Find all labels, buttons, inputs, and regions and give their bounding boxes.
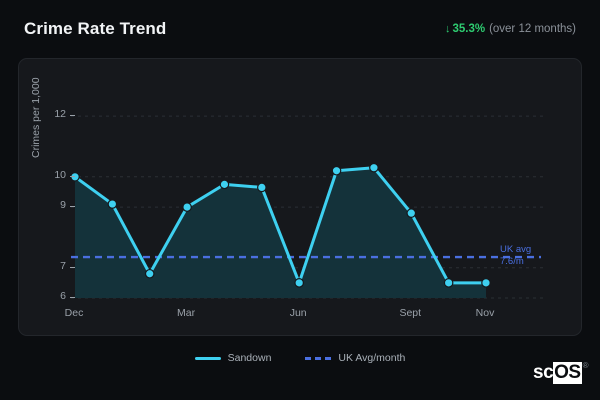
data-point[interactable]	[182, 202, 192, 212]
y-tick-mark	[70, 297, 75, 298]
uk-average-annotation: UK avg 7.6/m	[500, 244, 531, 267]
data-point[interactable]	[331, 165, 342, 176]
uk-average-label: UK avg	[500, 244, 532, 256]
delta-note: (over 12 months)	[489, 23, 576, 35]
logo-registered-icon: ®	[582, 361, 589, 370]
y-tick-mark	[70, 175, 75, 177]
y-tick-mark	[70, 115, 75, 117]
x-tick-label: Dec	[64, 307, 84, 319]
legend-swatch-dashed-icon	[305, 356, 332, 360]
data-point[interactable]	[369, 162, 379, 173]
chart-legend: Sandown UK Avg/month	[0, 352, 600, 364]
y-tick-label: 12	[54, 108, 66, 121]
data-point[interactable]	[70, 171, 80, 182]
y-tick-mark	[70, 206, 75, 208]
y-tick-label: 6	[60, 290, 66, 302]
series-area-fill	[75, 167, 486, 298]
legend-item-uk-average[interactable]: UK Avg/month	[305, 352, 405, 364]
y-tick-label: 7	[60, 259, 66, 272]
logo-text-os: OS	[553, 362, 582, 384]
legend-item-sandown[interactable]: Sandown	[194, 352, 272, 364]
legend-label-sandown: Sandown	[227, 352, 272, 364]
page-title: Crime Rate Trend	[24, 19, 167, 38]
data-point[interactable]	[257, 182, 267, 193]
chart-panel	[18, 58, 582, 336]
scos-logo: sc OS ®	[533, 361, 589, 384]
legend-label-uk-average: UK Avg/month	[338, 352, 406, 364]
data-point[interactable]	[294, 278, 304, 288]
x-tick-label: Mar	[177, 307, 196, 319]
data-point[interactable]	[443, 278, 454, 288]
x-tick-label: Sept	[399, 307, 422, 319]
data-point[interactable]	[481, 278, 491, 288]
data-point[interactable]	[219, 179, 230, 190]
x-tick-label: Jun	[289, 307, 307, 319]
y-tick-label: 10	[54, 168, 66, 181]
chart-header: Crime Rate Trend ↓ 35.3% (over 12 months…	[0, 0, 600, 58]
legend-swatch-solid-icon	[194, 356, 221, 360]
trend-down-icon: ↓	[444, 23, 451, 35]
logo-text-sc: sc	[533, 362, 554, 383]
delta-value: 35.3%	[452, 23, 486, 35]
y-tick-mark	[70, 266, 75, 268]
delta-summary: ↓ 35.3% (over 12 months)	[445, 23, 576, 35]
line-chart-plot[interactable]	[19, 59, 583, 337]
uk-average-value: 7.6/m	[500, 255, 524, 267]
data-point[interactable]	[144, 268, 155, 279]
data-point[interactable]	[107, 199, 118, 209]
series-line-sandown	[73, 166, 488, 285]
y-tick-label: 9	[60, 199, 66, 212]
x-tick-label: Nov	[475, 307, 495, 319]
data-point[interactable]	[406, 208, 417, 218]
